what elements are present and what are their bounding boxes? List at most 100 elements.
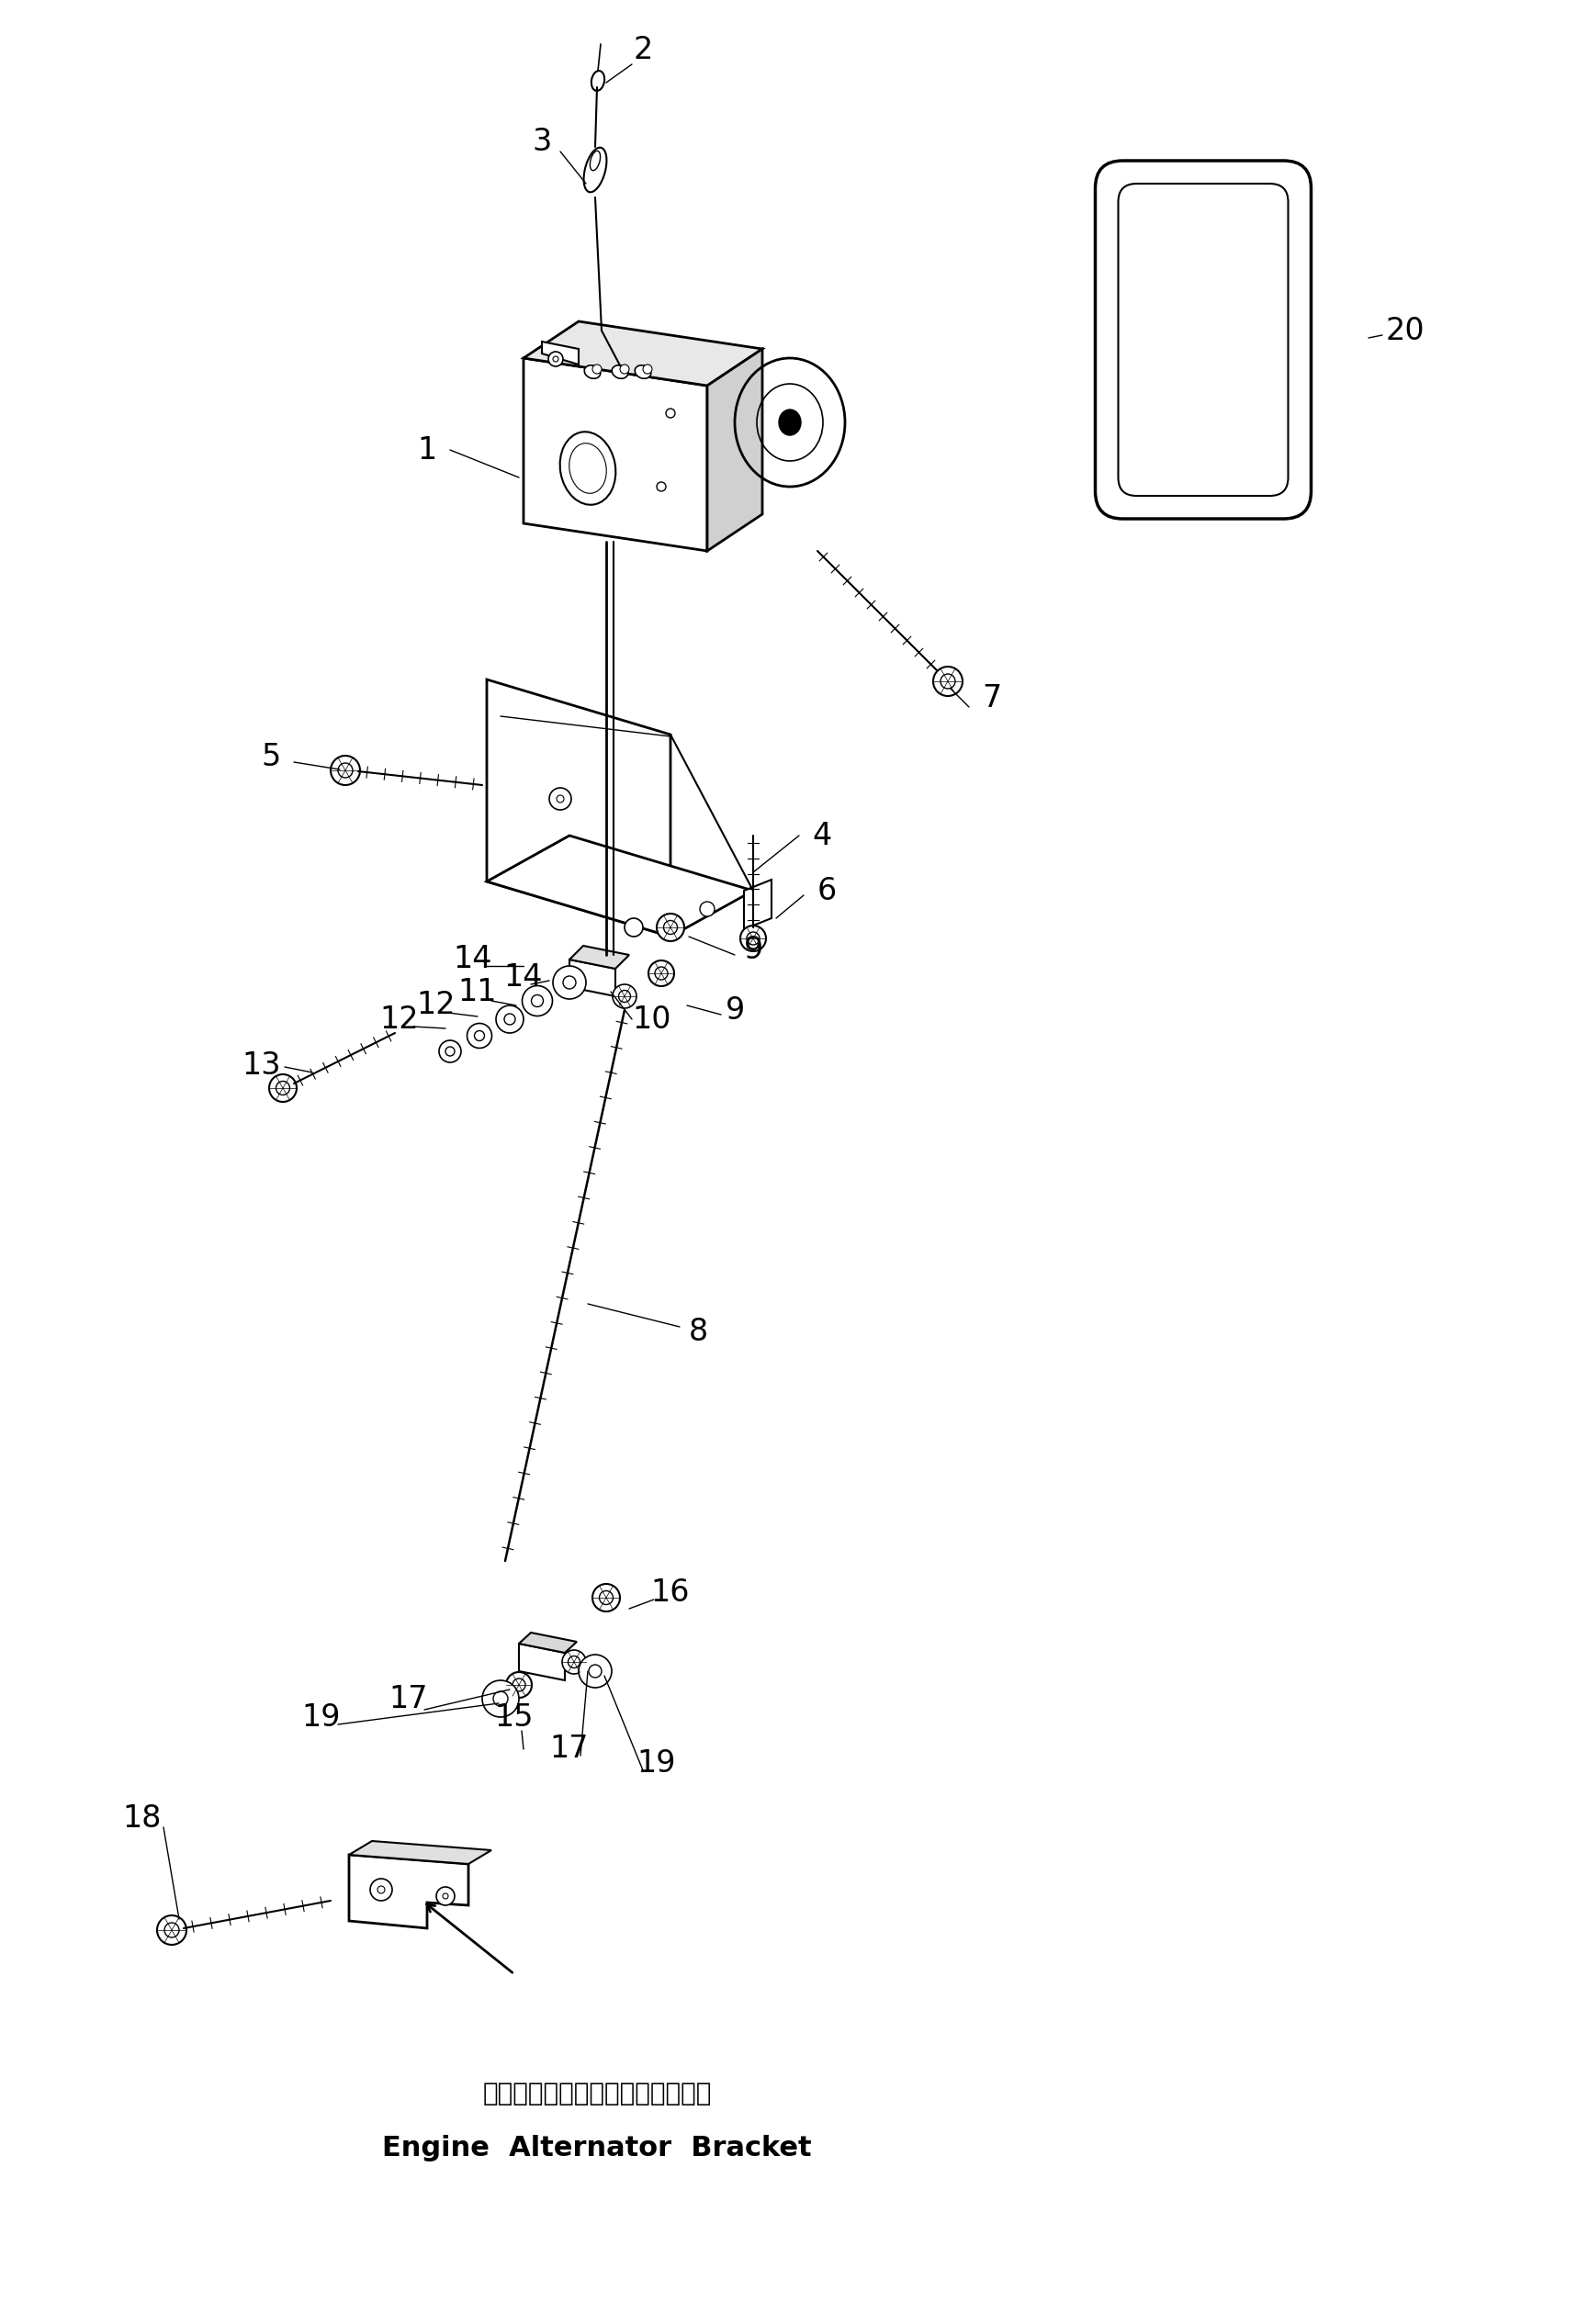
Ellipse shape <box>779 409 801 435</box>
Text: 2: 2 <box>632 35 653 65</box>
Circle shape <box>612 985 637 1009</box>
Text: 19: 19 <box>637 1748 677 1778</box>
Circle shape <box>940 674 956 688</box>
Text: 8: 8 <box>688 1315 708 1346</box>
Circle shape <box>483 1680 519 1717</box>
Circle shape <box>506 1671 531 1699</box>
Text: 15: 15 <box>495 1701 535 1731</box>
Circle shape <box>618 990 631 1002</box>
Circle shape <box>557 795 565 802</box>
Polygon shape <box>706 349 762 551</box>
Ellipse shape <box>560 432 615 504</box>
Circle shape <box>643 365 653 374</box>
Circle shape <box>522 985 552 1016</box>
Circle shape <box>665 409 675 418</box>
Polygon shape <box>524 321 762 386</box>
Circle shape <box>331 755 360 786</box>
Polygon shape <box>542 342 579 365</box>
Circle shape <box>656 481 665 490</box>
Circle shape <box>579 1655 612 1687</box>
Polygon shape <box>569 960 615 997</box>
Circle shape <box>656 913 684 941</box>
Text: 9: 9 <box>725 995 744 1025</box>
Circle shape <box>438 1041 460 1062</box>
Circle shape <box>549 351 563 367</box>
Text: 17: 17 <box>550 1734 588 1764</box>
Text: 6: 6 <box>817 876 836 906</box>
Ellipse shape <box>636 365 651 379</box>
Text: 4: 4 <box>812 820 831 851</box>
Circle shape <box>654 967 667 981</box>
Circle shape <box>648 960 673 985</box>
Circle shape <box>531 995 542 1006</box>
Ellipse shape <box>590 151 601 170</box>
Circle shape <box>377 1887 385 1894</box>
Polygon shape <box>569 946 629 969</box>
Polygon shape <box>349 1855 468 1929</box>
Text: 14: 14 <box>454 944 492 974</box>
Circle shape <box>549 788 571 809</box>
Circle shape <box>624 918 643 937</box>
Ellipse shape <box>612 365 628 379</box>
Text: エンジンオルタネータブラケット: エンジンオルタネータブラケット <box>483 2080 711 2106</box>
Circle shape <box>568 1657 580 1669</box>
Circle shape <box>505 1013 516 1025</box>
Text: 5: 5 <box>262 741 281 772</box>
Polygon shape <box>487 679 670 937</box>
Text: 7: 7 <box>982 683 1001 713</box>
Circle shape <box>934 667 962 695</box>
Text: 10: 10 <box>632 1004 672 1034</box>
Circle shape <box>494 1692 508 1706</box>
Circle shape <box>700 902 714 916</box>
Circle shape <box>437 1887 454 1906</box>
Circle shape <box>620 365 629 374</box>
Text: Engine  Alternator  Bracket: Engine Alternator Bracket <box>382 2136 812 2161</box>
Circle shape <box>497 1006 524 1032</box>
Text: 11: 11 <box>457 976 497 1006</box>
Circle shape <box>740 925 766 951</box>
Circle shape <box>747 932 760 946</box>
Ellipse shape <box>591 70 604 91</box>
Ellipse shape <box>585 365 601 379</box>
Circle shape <box>467 1023 492 1048</box>
Circle shape <box>158 1915 186 1945</box>
Text: 20: 20 <box>1386 316 1426 346</box>
Text: 17: 17 <box>390 1683 429 1713</box>
Circle shape <box>664 920 678 934</box>
Text: 16: 16 <box>651 1578 691 1608</box>
Text: 19: 19 <box>301 1701 341 1731</box>
Text: 18: 18 <box>123 1803 162 1834</box>
Circle shape <box>513 1678 525 1692</box>
Circle shape <box>593 365 601 374</box>
Polygon shape <box>744 881 771 930</box>
FancyBboxPatch shape <box>1096 160 1310 518</box>
Circle shape <box>445 1046 454 1055</box>
FancyBboxPatch shape <box>1118 184 1288 495</box>
Circle shape <box>561 1650 587 1673</box>
Polygon shape <box>519 1643 565 1680</box>
Text: 14: 14 <box>505 962 542 992</box>
Text: 12: 12 <box>416 990 456 1020</box>
Circle shape <box>554 356 558 363</box>
Circle shape <box>270 1074 296 1102</box>
Ellipse shape <box>583 146 607 193</box>
Circle shape <box>593 1585 620 1611</box>
Ellipse shape <box>569 444 607 493</box>
Circle shape <box>164 1922 180 1938</box>
Polygon shape <box>524 358 706 551</box>
Circle shape <box>443 1894 448 1899</box>
Circle shape <box>276 1081 290 1095</box>
Text: 9: 9 <box>743 934 763 964</box>
Text: 3: 3 <box>531 128 552 158</box>
Text: 12: 12 <box>380 1004 419 1034</box>
Circle shape <box>554 967 587 999</box>
Circle shape <box>337 762 353 779</box>
Polygon shape <box>349 1841 492 1864</box>
Circle shape <box>588 1664 601 1678</box>
Circle shape <box>475 1032 484 1041</box>
Circle shape <box>599 1592 613 1604</box>
Circle shape <box>371 1878 393 1901</box>
Polygon shape <box>519 1631 577 1652</box>
Text: 13: 13 <box>243 1050 281 1081</box>
Polygon shape <box>487 837 754 937</box>
